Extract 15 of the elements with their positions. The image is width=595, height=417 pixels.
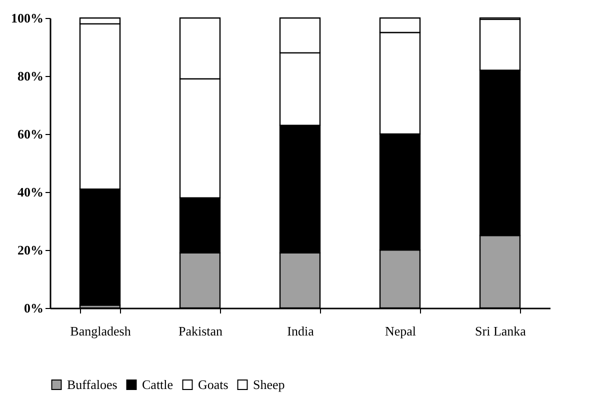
y-tick-label: 60% xyxy=(18,126,44,142)
y-tick-label: 40% xyxy=(18,184,44,200)
x-tick-label: Bangladesh xyxy=(70,324,132,338)
legend-label: Cattle xyxy=(142,376,174,392)
x-tick-label: Pakistan xyxy=(178,324,224,338)
x-tick-label: Nepal xyxy=(384,324,416,338)
x-tick-label: India xyxy=(287,324,314,338)
y-tick-label: 20% xyxy=(18,242,44,258)
x-tick-label: Sri Lanka xyxy=(475,324,526,338)
legend-label: Sheep xyxy=(253,376,285,392)
legend-label: Goats xyxy=(198,376,228,392)
y-tick-label: 100% xyxy=(11,10,44,26)
y-tick-label: 0% xyxy=(24,300,44,316)
y-tick-label: 80% xyxy=(18,68,44,84)
legend-label: Buffaloes xyxy=(67,376,118,392)
